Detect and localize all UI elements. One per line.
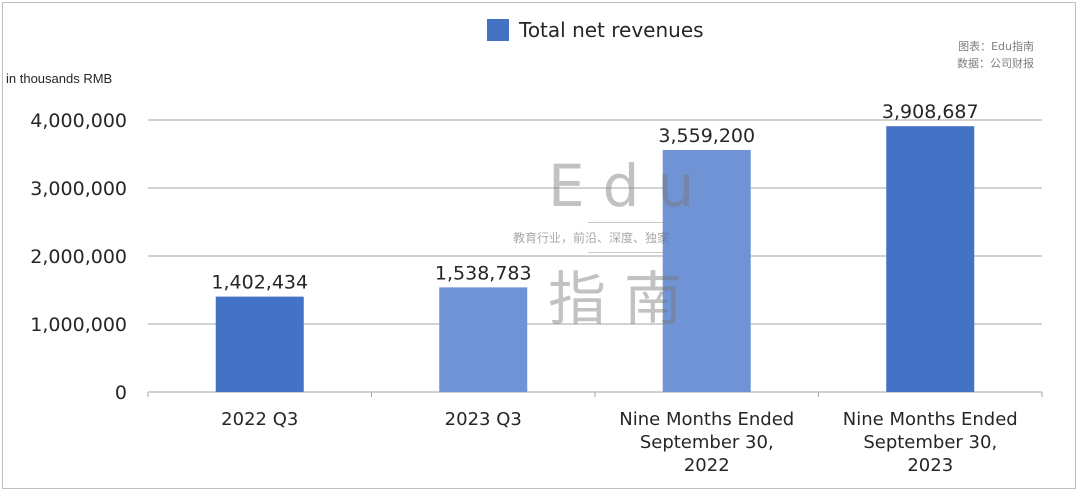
- bar: [886, 126, 975, 392]
- x-category-label-line: 2022 Q3: [221, 409, 298, 430]
- y-axis-unit-label: in thousands RMB: [6, 71, 113, 86]
- data-label: 3,559,200: [658, 125, 755, 147]
- legend-label: Total net revenues: [519, 18, 704, 42]
- x-category-label-line: 2023 Q3: [445, 409, 522, 430]
- y-tick-label: 2,000,000: [30, 246, 127, 268]
- x-category-label-line: September 30,: [863, 432, 997, 453]
- x-category-label-line: September 30,: [640, 432, 774, 453]
- source-data-credit: 数据：公司财报: [957, 57, 1034, 70]
- x-category-label: 2023 Q3: [445, 409, 522, 430]
- x-category-label-line: Nine Months Ended: [619, 409, 794, 430]
- bar: [662, 149, 751, 392]
- data-label: 1,538,783: [435, 262, 532, 284]
- data-label: 3,908,687: [882, 101, 979, 123]
- legend: Total net revenues: [487, 18, 704, 42]
- data-label: 1,402,434: [211, 272, 308, 294]
- x-category-label-line: Nine Months Ended: [843, 409, 1018, 430]
- legend-swatch: [487, 19, 509, 41]
- bar: [215, 296, 304, 392]
- x-category-label-line: 2023: [907, 455, 953, 476]
- x-category-label: Nine Months Ended September 30, 2022: [619, 409, 794, 476]
- x-category-label-line: 2022: [684, 455, 730, 476]
- y-tick-label: 0: [115, 382, 127, 404]
- source-note: 图表：Edu指南 数据：公司财报: [957, 38, 1034, 72]
- source-chart-credit: 图表：Edu指南: [958, 40, 1034, 53]
- x-category-label: 2022 Q3: [221, 409, 298, 430]
- y-tick-label: 3,000,000: [30, 178, 127, 200]
- bar: [439, 287, 528, 392]
- x-category-label: Nine Months Ended September 30, 2023: [843, 409, 1018, 476]
- y-tick-label: 4,000,000: [30, 110, 127, 132]
- y-tick-label: 1,000,000: [30, 314, 127, 336]
